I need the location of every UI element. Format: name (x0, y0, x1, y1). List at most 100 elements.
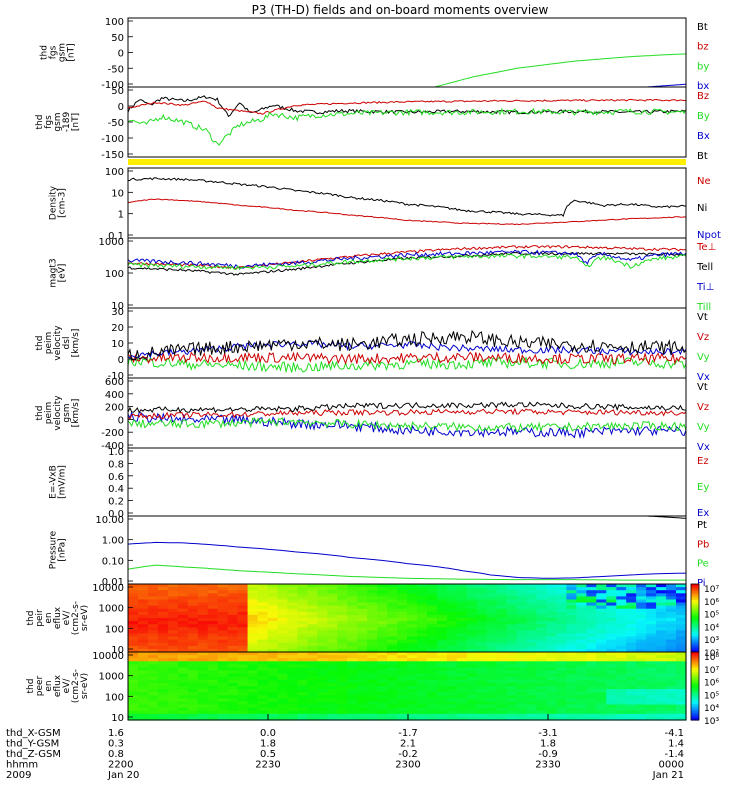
heatmap-cell (187, 716, 199, 721)
heatmap-cell (237, 636, 249, 641)
heatmap-cell (656, 608, 667, 613)
heatmap-cell (666, 716, 677, 721)
heatmap-cell (636, 614, 647, 619)
heatmap-cell (496, 686, 508, 690)
heatmap-cell (247, 707, 259, 712)
heatmap-cell (436, 692, 448, 696)
heatmap-cell (646, 673, 657, 678)
heatmap-cell (138, 605, 149, 610)
heatmap-cell (387, 698, 398, 703)
heatmap-cell (676, 701, 687, 706)
y-axis-label: sr-eV) (80, 673, 90, 699)
heatmap-cell (177, 664, 189, 669)
heatmap-cell (596, 695, 607, 699)
heatmap-cell (446, 664, 458, 669)
heatmap-cell (407, 590, 418, 594)
heatmap-cell (566, 698, 577, 703)
heatmap-cell (187, 611, 199, 616)
heatmap-cell (147, 658, 159, 662)
heatmap-cell (257, 611, 269, 616)
heatmap-cell (546, 639, 558, 644)
heatmap-cell (297, 704, 308, 709)
heatmap-cell (177, 704, 189, 709)
heatmap-cell (417, 599, 428, 604)
heatmap-cell (167, 682, 179, 687)
heatmap-cell (307, 642, 318, 647)
heatmap-cell (177, 642, 189, 647)
heatmap-cell (197, 624, 209, 628)
heatmap-cell (397, 636, 408, 641)
heatmap-cell (646, 698, 657, 703)
y-axis-label: gsm (62, 403, 72, 422)
heatmap-cell (317, 695, 328, 699)
heatmap-cell (147, 689, 159, 693)
heatmap-cell (556, 704, 568, 709)
heatmap-cell (417, 605, 428, 610)
heatmap-cell (227, 590, 239, 594)
heatmap-cell (426, 630, 438, 635)
heatmap-cell (197, 605, 209, 610)
heatmap-cell (347, 679, 358, 684)
heatmap-cell (387, 633, 398, 638)
heatmap-cell (167, 713, 179, 718)
heatmap-cell (267, 682, 279, 687)
heatmap-cell (616, 707, 627, 712)
heatmap-cell (197, 667, 209, 672)
colorbar-swatch (691, 697, 699, 701)
heatmap-cell (387, 707, 398, 712)
heatmap-cell (327, 642, 338, 647)
heatmap-cell (257, 602, 269, 607)
heatmap-cell (496, 624, 508, 628)
heatmap-cell (466, 648, 478, 653)
heatmap-cell (436, 701, 448, 706)
heatmap-cell (546, 590, 558, 594)
heatmap-cell (197, 599, 209, 604)
heatmap-cell (407, 667, 418, 672)
heatmap-cell (586, 639, 597, 644)
heatmap-cell (307, 673, 318, 678)
heatmap-cell (596, 608, 607, 613)
heatmap-cell (446, 587, 458, 591)
heatmap-cell (207, 590, 219, 594)
heatmap-cell (626, 682, 637, 687)
heatmap-cell (636, 621, 647, 625)
heatmap-cell (207, 701, 219, 706)
heatmap-cell (626, 655, 637, 659)
heatmap-cell (636, 633, 647, 638)
heatmap-cell (586, 698, 597, 703)
heatmap-cell (207, 611, 219, 616)
heatmap-cell (606, 698, 617, 703)
heatmap-cell (466, 602, 478, 607)
heatmap-cell (476, 587, 488, 591)
heatmap-cell (207, 627, 219, 631)
heatmap-cell (456, 618, 468, 622)
heatmap-cell (147, 655, 159, 659)
heatmap-cell (347, 642, 358, 647)
heatmap-cell (307, 686, 318, 690)
heatmap-cell (426, 639, 438, 644)
heatmap-cell (476, 645, 488, 650)
xaxis-row-label: 2009 (6, 770, 31, 781)
y-tick-label: 200 (105, 403, 124, 414)
colorbar-label: 10⁴ (704, 623, 719, 633)
heatmap-cell (576, 611, 587, 616)
heatmap-cell (466, 618, 478, 622)
heatmap-cell (676, 621, 687, 625)
heatmap-cell (287, 673, 298, 678)
heatmap-cell (496, 682, 508, 687)
heatmap-cell (207, 713, 219, 718)
heatmap-cell (277, 679, 289, 684)
heatmap-cell (426, 593, 438, 597)
heatmap-cell (147, 611, 159, 616)
heatmap-cell (466, 645, 478, 650)
heatmap-cell (676, 590, 687, 594)
heatmap-cell (257, 584, 269, 588)
heatmap-cell (586, 584, 597, 588)
heatmap-cell (227, 652, 239, 656)
heatmap-cell (187, 636, 199, 641)
heatmap-cell (436, 682, 448, 687)
heatmap-cell (167, 618, 179, 622)
heatmap-cell (486, 636, 498, 641)
heatmap-cell (367, 698, 378, 703)
heatmap-cell (347, 618, 358, 622)
